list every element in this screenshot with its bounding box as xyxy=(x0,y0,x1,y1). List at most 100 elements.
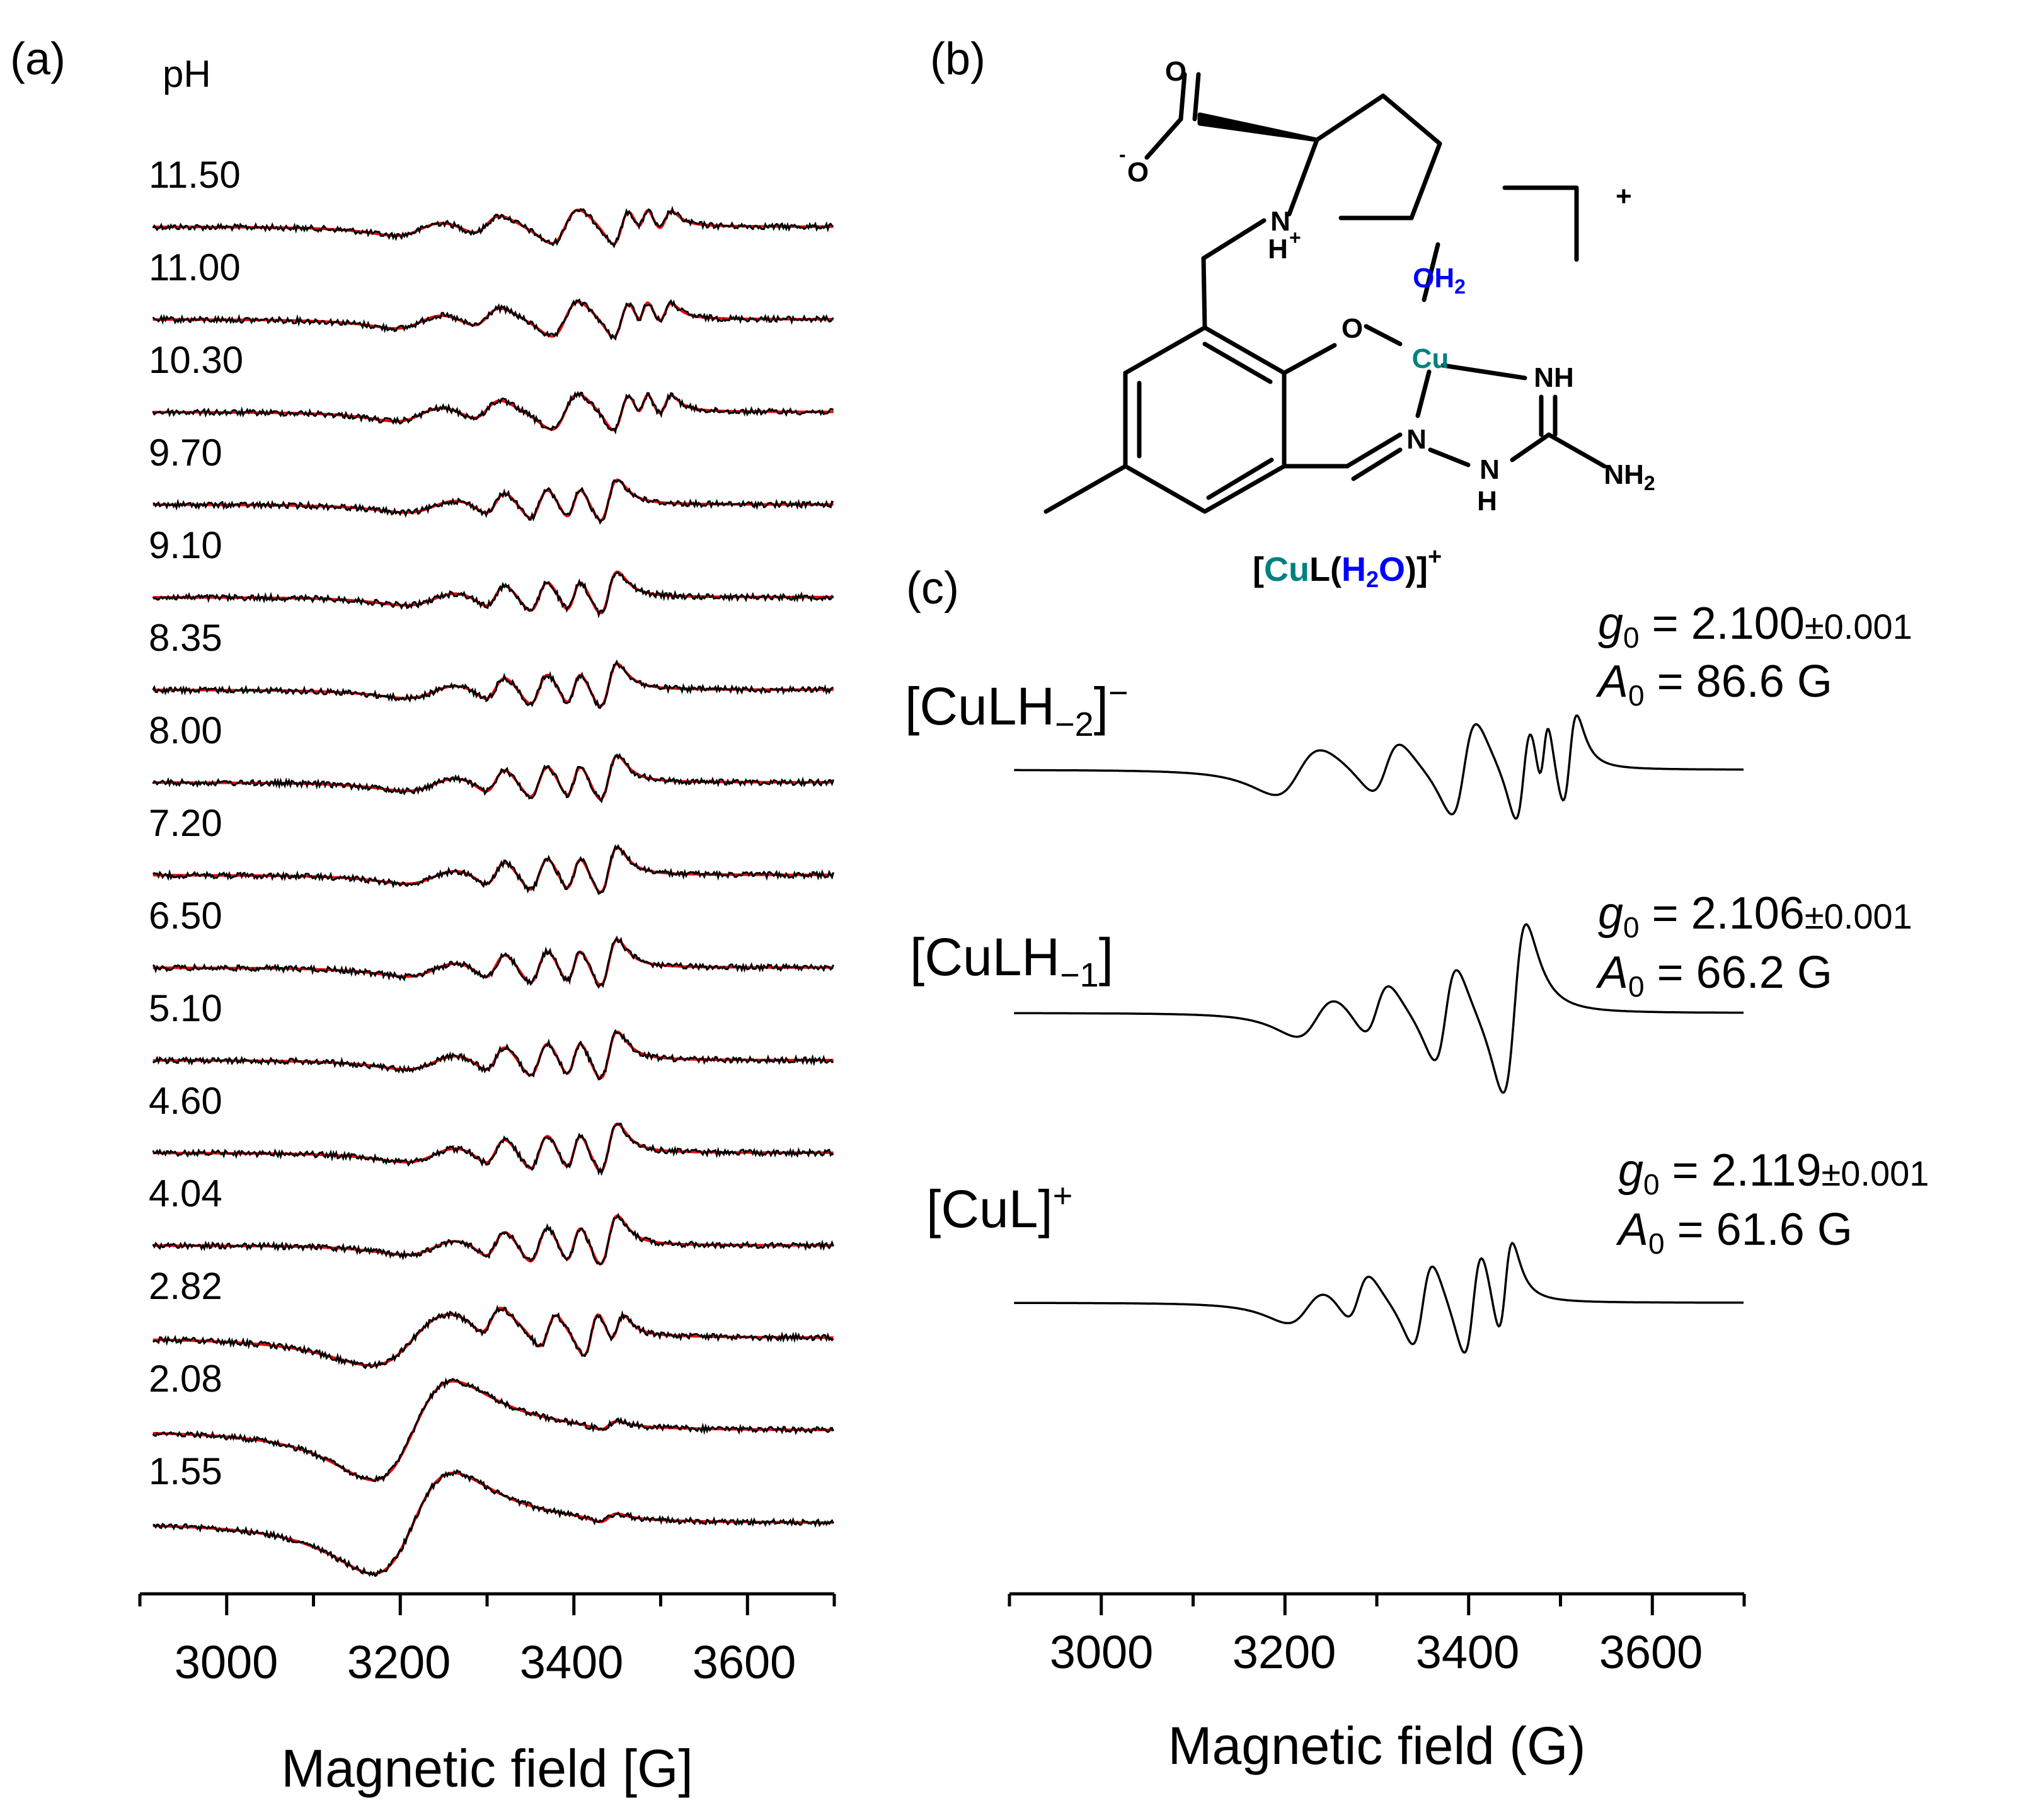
panel-c-tick-label: 3600 xyxy=(1599,1626,1703,1678)
panel-c-tick-label: 3000 xyxy=(1050,1626,1154,1678)
ph-label: 2.08 xyxy=(149,1358,222,1400)
carbonyl-bond xyxy=(1192,72,1201,122)
ph-label: 10.30 xyxy=(149,339,243,381)
c-nh2-bond xyxy=(1546,432,1607,469)
ph-label: 11.00 xyxy=(149,246,241,289)
ph-label: 2.82 xyxy=(149,1265,222,1307)
experimental-trace xyxy=(152,1468,834,1577)
benzene-ring xyxy=(1123,325,1287,514)
simulated-trace xyxy=(152,754,834,801)
experimental-trace xyxy=(152,391,834,435)
species-label: [CuLH−1] xyxy=(910,927,1113,994)
ch2-bond xyxy=(1201,218,1267,261)
ph-label: 11.50 xyxy=(149,154,241,196)
experimental-trace xyxy=(152,571,834,619)
pyrrolidine-ring xyxy=(1287,93,1442,220)
aromatic-double-bond xyxy=(1202,341,1273,384)
panel-a-x-axis: 3000 3200 3400 3600 Magnetic field [G] xyxy=(138,1592,836,1798)
simulated-trace xyxy=(152,1030,834,1080)
ammonium-plus: + xyxy=(1289,226,1301,249)
copper-atom: Cu xyxy=(1412,343,1449,374)
imine-bond xyxy=(1345,432,1403,469)
imine-nh: NH xyxy=(1534,362,1574,393)
carboxylate-oxygen: O xyxy=(1127,157,1149,188)
a0-value: A0 = 66.2 G xyxy=(1595,947,1832,1003)
fit-parameters: g0 = 2.100±0.001 A0 = 86.6 G g0 = 2.106±… xyxy=(1595,598,1929,1260)
amino-group: NH2 xyxy=(1604,459,1655,495)
experimental-trace xyxy=(152,298,834,341)
panel-a-tick-label: 3600 xyxy=(692,1636,796,1688)
experimental-trace xyxy=(152,1377,834,1483)
experimental-trace xyxy=(152,1029,834,1081)
imine-double-bond xyxy=(1351,447,1403,481)
methyl-bond xyxy=(1043,464,1128,514)
panel-b-label: (b) xyxy=(930,34,986,84)
phenol-bond xyxy=(1282,343,1337,375)
g0-value: g0 = 2.100±0.001 xyxy=(1598,598,1912,654)
structure-labels: O - O N H + O Cu OH2 NH N N H NH2 + xyxy=(1119,56,1655,517)
carbonyl-bond xyxy=(1178,72,1187,122)
species-label: [CuL]+ xyxy=(926,1177,1072,1239)
o-cu-bond xyxy=(1364,324,1403,346)
water-ligand: OH2 xyxy=(1413,263,1466,298)
complex-charge: + xyxy=(1616,181,1632,212)
simulated-trace xyxy=(152,938,834,987)
ph-label: 8.00 xyxy=(149,709,222,752)
cu-n-bond xyxy=(1415,369,1432,418)
phenolate-oxygen: O xyxy=(1342,313,1363,344)
carboxylate-minus: - xyxy=(1119,143,1126,166)
ph-label: 7.20 xyxy=(149,802,222,844)
a0-value: A0 = 86.6 G xyxy=(1595,656,1832,712)
experimental-trace xyxy=(152,1305,834,1370)
panel-c-tick-label: 3400 xyxy=(1416,1626,1520,1678)
chemical-structure xyxy=(1043,72,1607,514)
simulated-trace xyxy=(152,478,834,522)
hydrazine-hydrogen: H xyxy=(1477,486,1497,517)
simulated-trace xyxy=(152,570,834,615)
aromatic-double-bond xyxy=(1206,457,1274,500)
panel-a-tick-label: 3400 xyxy=(520,1636,624,1688)
panel-a-label: (a) xyxy=(10,34,66,84)
experimental-trace xyxy=(152,659,834,709)
species-labels: [CuLH−2]− [CuLH−1] [CuL]+ xyxy=(905,674,1129,1239)
g0-value: g0 = 2.119±0.001 xyxy=(1618,1145,1929,1201)
panel-c-tick-label: 3200 xyxy=(1233,1626,1336,1678)
cu-n-bond xyxy=(1440,363,1527,381)
panel-c-x-axis: 3000 3200 3400 3600 Magnetic field (G) xyxy=(1008,1592,1746,1775)
ph-header: pH xyxy=(163,53,211,95)
ph-label: 1.55 xyxy=(149,1450,222,1492)
simulated-trace xyxy=(152,1472,834,1575)
complex-caption: [CuL(H2O)]+ xyxy=(1253,544,1442,592)
simulated-trace xyxy=(152,1122,834,1173)
pyrrolidine-nitrogen: N xyxy=(1270,206,1290,237)
panel-a-spectra xyxy=(152,205,835,1577)
ph-label: 8.35 xyxy=(149,617,222,659)
ph-label: 9.10 xyxy=(149,524,222,566)
nh-c-bond xyxy=(1510,432,1551,462)
experimental-trace xyxy=(152,1123,834,1176)
hydrazine-nitrogen: N xyxy=(1480,454,1500,485)
carbonyl-oxygen: O xyxy=(1165,56,1187,87)
species-spectrum xyxy=(1014,1242,1744,1354)
experimental-trace xyxy=(152,479,834,525)
a0-value: A0 = 61.6 G xyxy=(1616,1205,1853,1260)
experimental-trace xyxy=(152,1212,834,1266)
panel-a-x-axis-title: Magnetic field [G] xyxy=(281,1739,693,1798)
species-spectrum xyxy=(1014,714,1744,820)
ph-label: 9.70 xyxy=(149,432,222,474)
azomethine-nitrogen: N xyxy=(1406,424,1427,455)
carboxylate-bond xyxy=(1144,117,1183,160)
simulated-trace xyxy=(152,846,834,894)
experimental-trace xyxy=(152,935,834,989)
cu-water-bond xyxy=(1422,242,1440,302)
wedge-bond xyxy=(1197,112,1319,142)
ch2-bond xyxy=(1201,256,1207,330)
experimental-trace xyxy=(152,205,834,249)
ph-label: 6.50 xyxy=(149,895,222,937)
g0-value: g0 = 2.106±0.001 xyxy=(1598,888,1912,944)
experimental-trace xyxy=(152,844,835,895)
species-label: [CuLH−2]− xyxy=(905,674,1129,743)
panel-a-tick-label: 3200 xyxy=(347,1636,451,1688)
panel-c-label: (c) xyxy=(906,563,959,614)
ph-label: 5.10 xyxy=(149,987,222,1029)
